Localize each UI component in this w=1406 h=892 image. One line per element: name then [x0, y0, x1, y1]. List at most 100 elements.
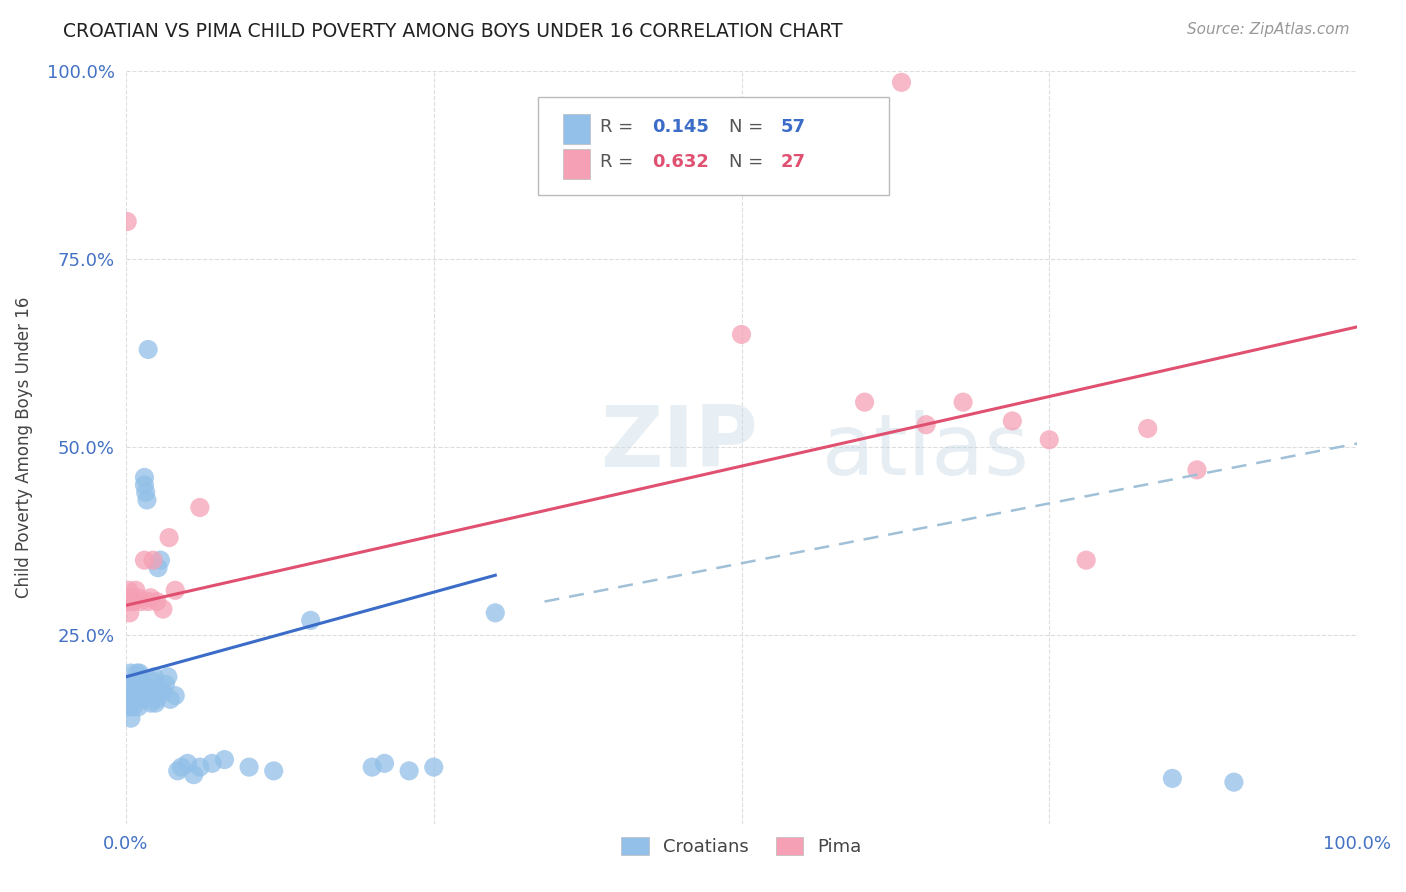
Point: [853, 395, 876, 409]
Point: [122, 699, 145, 714]
Point: [165, 583, 187, 598]
Point: [214, 753, 236, 767]
Point: [135, 485, 157, 500]
Point: [146, 560, 169, 574]
Point: [145, 696, 167, 710]
Text: N =: N =: [730, 153, 763, 171]
Point: [1038, 433, 1060, 447]
Point: [484, 606, 506, 620]
FancyBboxPatch shape: [562, 114, 591, 144]
FancyBboxPatch shape: [562, 149, 591, 178]
Point: [139, 696, 162, 710]
Point: [129, 685, 152, 699]
Text: atlas: atlas: [821, 409, 1029, 492]
Point: [143, 670, 166, 684]
Point: [125, 685, 148, 699]
Point: [373, 756, 395, 771]
Point: [132, 685, 155, 699]
Point: [1136, 421, 1159, 435]
Text: 0.632: 0.632: [651, 153, 709, 171]
Point: [139, 591, 162, 605]
Text: 27: 27: [780, 153, 806, 171]
Point: [1185, 463, 1208, 477]
Point: [148, 681, 170, 695]
Point: [1076, 553, 1098, 567]
Point: [136, 343, 159, 357]
Point: [127, 699, 149, 714]
Text: Source: ZipAtlas.com: Source: ZipAtlas.com: [1187, 22, 1350, 37]
Point: [134, 470, 156, 484]
Point: [165, 689, 187, 703]
Point: [136, 493, 159, 508]
Text: R =: R =: [600, 153, 633, 171]
Point: [152, 685, 174, 699]
Point: [263, 764, 285, 778]
Point: [188, 760, 211, 774]
Text: CROATIAN VS PIMA CHILD POVERTY AMONG BOYS UNDER 16 CORRELATION CHART: CROATIAN VS PIMA CHILD POVERTY AMONG BOY…: [63, 22, 842, 41]
Point: [159, 692, 181, 706]
Point: [188, 500, 211, 515]
Point: [121, 591, 143, 605]
Point: [183, 767, 205, 781]
Point: [134, 478, 156, 492]
Point: [120, 711, 142, 725]
Y-axis label: Child Poverty Among Boys Under 16: Child Poverty Among Boys Under 16: [15, 297, 32, 598]
Point: [120, 594, 142, 608]
Point: [157, 531, 180, 545]
Point: [1223, 775, 1246, 789]
Point: [125, 673, 148, 688]
FancyBboxPatch shape: [538, 97, 889, 195]
Point: [115, 594, 138, 608]
Point: [125, 583, 148, 598]
Point: [118, 606, 141, 620]
Text: N =: N =: [730, 119, 763, 136]
Point: [138, 681, 160, 695]
Point: [121, 677, 143, 691]
Point: [127, 591, 149, 605]
Point: [166, 764, 188, 778]
Legend: Croatians, Pima: Croatians, Pima: [614, 830, 869, 863]
Text: R =: R =: [600, 119, 633, 136]
Point: [120, 666, 142, 681]
Point: [201, 756, 224, 771]
Point: [129, 670, 152, 684]
Point: [136, 689, 159, 703]
Text: 0.145: 0.145: [651, 119, 709, 136]
Point: [238, 760, 260, 774]
Point: [127, 677, 149, 691]
Point: [136, 594, 159, 608]
Point: [156, 670, 179, 684]
Point: [149, 553, 172, 567]
Point: [146, 692, 169, 706]
Point: [398, 764, 420, 778]
Point: [131, 677, 153, 691]
Point: [142, 553, 165, 567]
Point: [117, 583, 139, 598]
Point: [122, 594, 145, 608]
Point: [128, 666, 150, 681]
Point: [952, 395, 974, 409]
Point: [115, 214, 138, 228]
Point: [1161, 772, 1184, 786]
Point: [730, 327, 752, 342]
Point: [299, 613, 322, 627]
Point: [890, 75, 912, 89]
Point: [170, 760, 193, 774]
Point: [125, 692, 148, 706]
Point: [361, 760, 384, 774]
Point: [155, 677, 177, 691]
Point: [124, 685, 146, 699]
Point: [117, 699, 139, 714]
Point: [131, 692, 153, 706]
Point: [121, 692, 143, 706]
Text: ZIP: ZIP: [600, 402, 758, 485]
Point: [134, 553, 156, 567]
Point: [915, 417, 938, 432]
Point: [176, 756, 198, 771]
Point: [1001, 414, 1024, 428]
Point: [422, 760, 444, 774]
Point: [152, 602, 174, 616]
Point: [125, 666, 148, 681]
Point: [118, 685, 141, 699]
Point: [129, 594, 152, 608]
